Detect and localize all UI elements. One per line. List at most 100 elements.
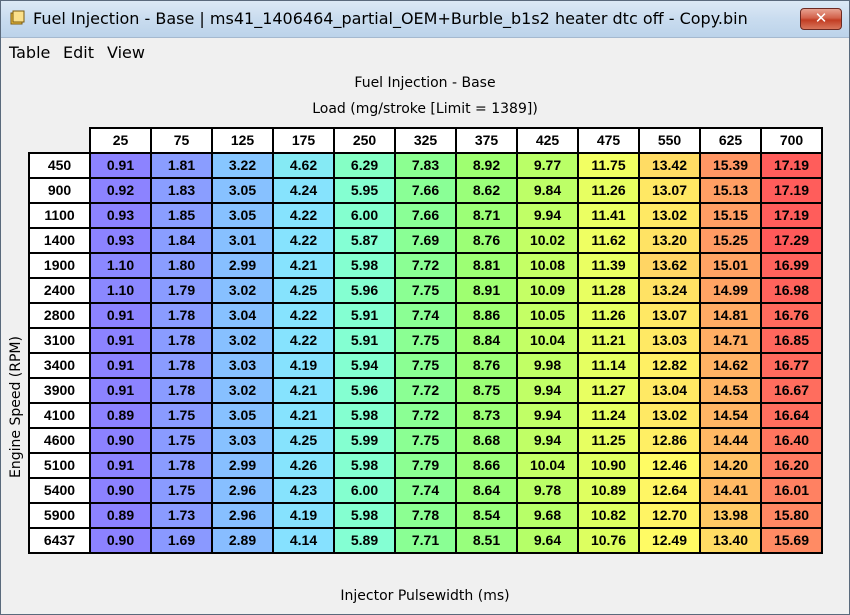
table-cell[interactable]: 1.73: [150, 502, 213, 529]
table-cell[interactable]: 4.19: [272, 352, 335, 379]
row-header-1100[interactable]: 1100: [28, 202, 91, 229]
row-header-6437[interactable]: 6437: [28, 527, 91, 554]
table-cell[interactable]: 10.90: [577, 452, 640, 479]
table-cell[interactable]: 1.84: [150, 227, 213, 254]
table-cell[interactable]: 6.00: [333, 477, 396, 504]
table-cell[interactable]: 10.04: [516, 452, 579, 479]
table-cell[interactable]: 15.15: [699, 202, 762, 229]
table-cell[interactable]: 5.87: [333, 227, 396, 254]
table-cell[interactable]: 8.64: [455, 477, 518, 504]
table-cell[interactable]: 7.83: [394, 152, 457, 179]
table-cell[interactable]: 3.03: [211, 427, 274, 454]
table-cell[interactable]: 4.22: [272, 227, 335, 254]
table-cell[interactable]: 12.70: [638, 502, 701, 529]
table-cell[interactable]: 7.78: [394, 502, 457, 529]
table-cell[interactable]: 0.91: [89, 452, 152, 479]
column-header-325[interactable]: 325: [394, 127, 457, 154]
column-header-425[interactable]: 425: [516, 127, 579, 154]
table-cell[interactable]: 14.81: [699, 302, 762, 329]
column-header-625[interactable]: 625: [699, 127, 762, 154]
table-cell[interactable]: 3.02: [211, 377, 274, 404]
table-cell[interactable]: 2.96: [211, 502, 274, 529]
table-cell[interactable]: 4.19: [272, 502, 335, 529]
row-header-2800[interactable]: 2800: [28, 302, 91, 329]
table-cell[interactable]: 9.84: [516, 177, 579, 204]
table-cell[interactable]: 5.98: [333, 402, 396, 429]
table-cell[interactable]: 8.92: [455, 152, 518, 179]
table-cell[interactable]: 9.78: [516, 477, 579, 504]
row-header-450[interactable]: 450: [28, 152, 91, 179]
table-cell[interactable]: 9.94: [516, 402, 579, 429]
table-cell[interactable]: 13.07: [638, 302, 701, 329]
table-cell[interactable]: 5.91: [333, 302, 396, 329]
table-cell[interactable]: 7.74: [394, 477, 457, 504]
table-cell[interactable]: 7.72: [394, 402, 457, 429]
table-cell[interactable]: 3.01: [211, 227, 274, 254]
table-cell[interactable]: 1.75: [150, 477, 213, 504]
table-cell[interactable]: 13.02: [638, 402, 701, 429]
table-cell[interactable]: 1.78: [150, 352, 213, 379]
table-cell[interactable]: 4.26: [272, 452, 335, 479]
table-cell[interactable]: 5.95: [333, 177, 396, 204]
table-cell[interactable]: 2.96: [211, 477, 274, 504]
table-cell[interactable]: 0.90: [89, 527, 152, 554]
table-cell[interactable]: 0.91: [89, 152, 152, 179]
table-cell[interactable]: 12.64: [638, 477, 701, 504]
table-cell[interactable]: 16.40: [760, 427, 823, 454]
table-cell[interactable]: 1.75: [150, 402, 213, 429]
row-header-900[interactable]: 900: [28, 177, 91, 204]
table-cell[interactable]: 16.98: [760, 277, 823, 304]
table-cell[interactable]: 8.51: [455, 527, 518, 554]
table-cell[interactable]: 0.91: [89, 377, 152, 404]
table-cell[interactable]: 14.99: [699, 277, 762, 304]
table-cell[interactable]: 5.96: [333, 377, 396, 404]
table-cell[interactable]: 5.89: [333, 527, 396, 554]
table-cell[interactable]: 11.26: [577, 177, 640, 204]
table-cell[interactable]: 4.62: [272, 152, 335, 179]
table-cell[interactable]: 0.91: [89, 327, 152, 354]
table-cell[interactable]: 15.39: [699, 152, 762, 179]
table-cell[interactable]: 3.02: [211, 277, 274, 304]
table-cell[interactable]: 10.04: [516, 327, 579, 354]
table-cell[interactable]: 4.22: [272, 202, 335, 229]
table-cell[interactable]: 8.81: [455, 252, 518, 279]
column-header-550[interactable]: 550: [638, 127, 701, 154]
table-cell[interactable]: 10.05: [516, 302, 579, 329]
table-cell[interactable]: 7.75: [394, 352, 457, 379]
table-cell[interactable]: 12.86: [638, 427, 701, 454]
row-header-1900[interactable]: 1900: [28, 252, 91, 279]
table-cell[interactable]: 16.67: [760, 377, 823, 404]
table-cell[interactable]: 11.28: [577, 277, 640, 304]
table-cell[interactable]: 7.69: [394, 227, 457, 254]
table-cell[interactable]: 3.05: [211, 402, 274, 429]
table-cell[interactable]: 13.98: [699, 502, 762, 529]
table-cell[interactable]: 16.01: [760, 477, 823, 504]
table-cell[interactable]: 4.25: [272, 277, 335, 304]
menu-edit[interactable]: Edit: [63, 43, 94, 62]
table-cell[interactable]: 1.10: [89, 252, 152, 279]
table-cell[interactable]: 8.86: [455, 302, 518, 329]
table-cell[interactable]: 16.20: [760, 452, 823, 479]
table-cell[interactable]: 9.64: [516, 527, 579, 554]
table-cell[interactable]: 6.29: [333, 152, 396, 179]
table-cell[interactable]: 10.89: [577, 477, 640, 504]
table-cell[interactable]: 11.27: [577, 377, 640, 404]
table-cell[interactable]: 8.73: [455, 402, 518, 429]
table-cell[interactable]: 1.78: [150, 452, 213, 479]
table-cell[interactable]: 13.24: [638, 277, 701, 304]
table-cell[interactable]: 14.54: [699, 402, 762, 429]
table-cell[interactable]: 9.98: [516, 352, 579, 379]
table-cell[interactable]: 1.85: [150, 202, 213, 229]
table-cell[interactable]: 0.93: [89, 202, 152, 229]
table-cell[interactable]: 0.91: [89, 302, 152, 329]
table-cell[interactable]: 15.25: [699, 227, 762, 254]
table-cell[interactable]: 2.99: [211, 252, 274, 279]
row-header-2400[interactable]: 2400: [28, 277, 91, 304]
table-cell[interactable]: 16.85: [760, 327, 823, 354]
table-cell[interactable]: 11.39: [577, 252, 640, 279]
table-cell[interactable]: 3.04: [211, 302, 274, 329]
table-cell[interactable]: 11.26: [577, 302, 640, 329]
row-header-3100[interactable]: 3100: [28, 327, 91, 354]
column-header-175[interactable]: 175: [272, 127, 335, 154]
table-cell[interactable]: 7.72: [394, 252, 457, 279]
